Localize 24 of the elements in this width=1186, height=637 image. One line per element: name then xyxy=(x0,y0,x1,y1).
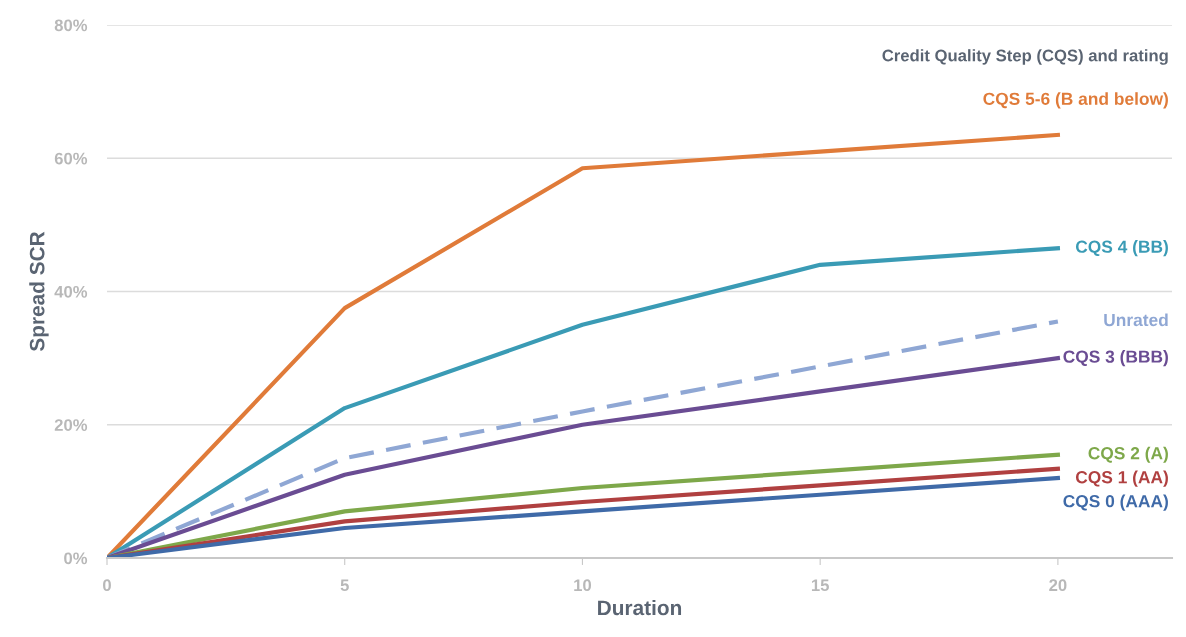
series-label: CQS 4 (BB) xyxy=(1075,240,1168,257)
line-series xyxy=(107,132,1060,558)
line-series xyxy=(107,356,1060,558)
series-label: CQS 5-6 (B and below) xyxy=(983,92,1168,109)
x-tick-label: 10 xyxy=(574,579,592,592)
x-axis-title: Duration xyxy=(598,599,682,616)
y-axis-title: Spread SCR xyxy=(29,231,49,352)
y-tick-label: 0% xyxy=(64,552,88,565)
y-tick-label: 20% xyxy=(54,419,88,431)
series-label: CQS 1 (AA) xyxy=(1075,470,1168,487)
line-series xyxy=(107,319,1060,558)
x-tick-label: 20 xyxy=(1049,579,1067,592)
series-label: CQS 3 (BBB) xyxy=(1063,350,1168,367)
series-label: CQS 2 (A) xyxy=(1088,446,1168,463)
y-tick-label: 80% xyxy=(54,19,88,32)
text: Unrated xyxy=(1104,313,1168,327)
annotation: Credit Quality Step (CQS) and rating xyxy=(882,49,1168,65)
x-tick-label: 5 xyxy=(340,579,349,592)
x-tick-label: 15 xyxy=(811,579,829,592)
series-label: CQS 0 (AAA) xyxy=(1063,494,1168,511)
x-tick-label: 0 xyxy=(103,579,111,592)
line-series xyxy=(107,246,1060,558)
y-tick-label: 60% xyxy=(54,152,88,165)
y-tick-label: 40% xyxy=(54,285,88,298)
